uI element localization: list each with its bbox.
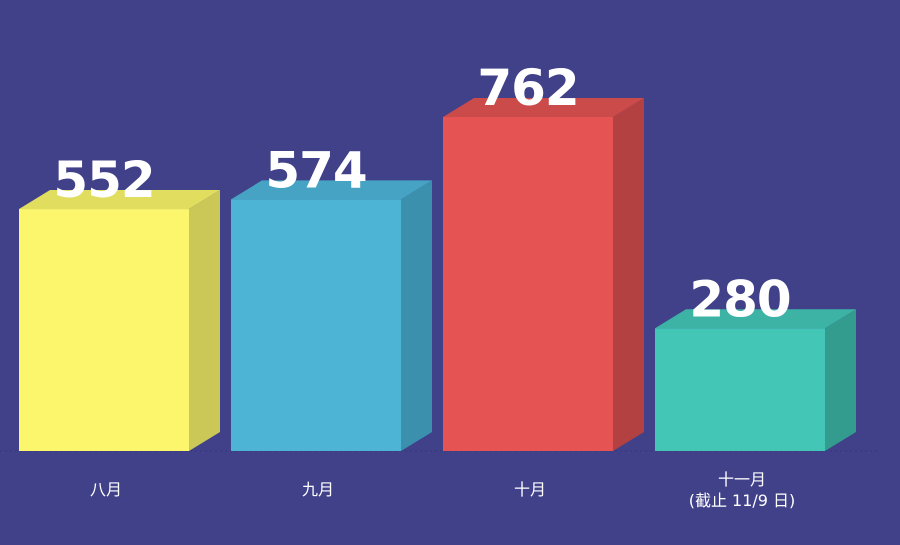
bar [443,117,613,451]
data-label: 762 [477,59,578,117]
category-labels-group: 八月 九月 十月 十一月(截止 11/9 日) [90,470,795,510]
bars-group [19,98,856,451]
bar-top [443,98,644,117]
bar-side [401,180,432,451]
bar [231,199,401,451]
bar-top [19,190,220,210]
bar [655,328,825,451]
category-label: 八月 [90,480,122,499]
bar-side [189,190,220,451]
data-labels-group: 552 574 762 280 [53,59,791,328]
category-label: 十一月(截止 11/9 日) [689,470,796,510]
bar [19,209,189,451]
data-label: 574 [265,141,366,199]
bar-side [613,98,644,451]
category-label: 十月 [514,480,546,499]
bar-top [231,180,432,200]
bar-side [825,309,856,451]
category-label: 九月 [302,480,334,499]
bar-top [655,309,856,329]
data-label: 552 [53,151,154,209]
data-label: 280 [689,270,790,328]
